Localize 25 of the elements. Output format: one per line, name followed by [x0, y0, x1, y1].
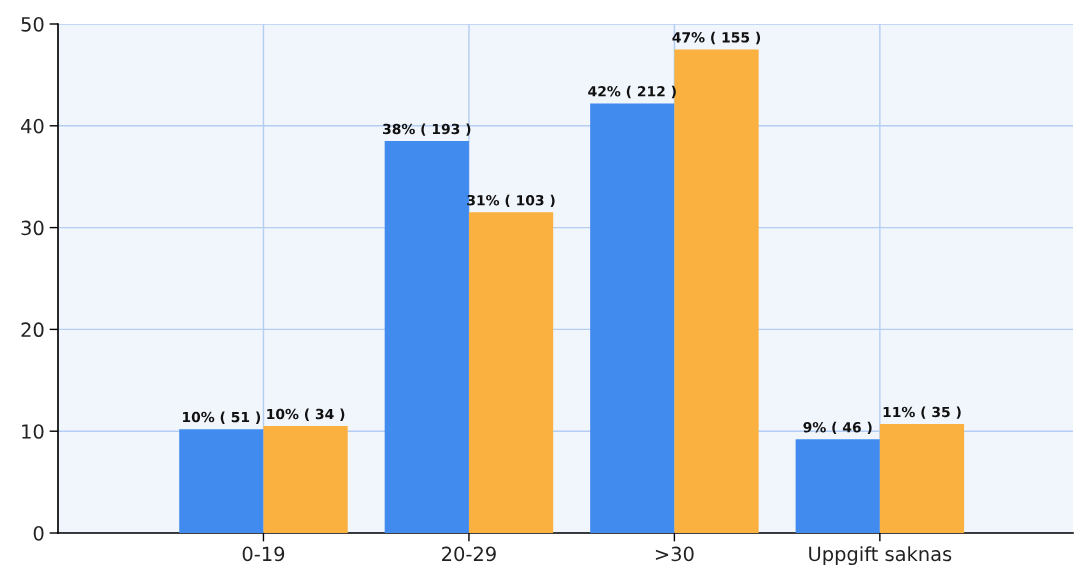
bar — [674, 49, 759, 533]
x-tick-label: Uppgift saknas — [809, 546, 952, 566]
data-label: 10% ( 34 ) — [267, 408, 345, 421]
bar — [879, 424, 965, 533]
bar — [795, 439, 880, 533]
x-tick-label: >30 — [655, 546, 694, 562]
y-tick-label: 30 — [21, 220, 44, 236]
data-label: 10% ( 51 ) — [183, 411, 261, 424]
y-tick-label: 50 — [21, 16, 44, 32]
data-label: 47% ( 155 ) — [672, 31, 761, 45]
bar — [590, 103, 675, 533]
data-label: 9% ( 46 ) — [803, 421, 872, 435]
y-tick-label: 20 — [21, 322, 44, 338]
bar — [263, 426, 348, 533]
data-label: 42% ( 212 ) — [588, 85, 676, 99]
y-tick-label: 40 — [21, 118, 44, 134]
y-tick-label: 0 — [33, 525, 44, 541]
data-label: 38% ( 193 ) — [383, 123, 471, 136]
bar — [468, 212, 554, 533]
bar — [179, 429, 264, 533]
y-tick-label: 10 — [22, 424, 44, 439]
bar — [384, 141, 469, 533]
x-tick-label: 0-19 — [242, 546, 285, 562]
x-tick-label: 20-29 — [442, 546, 496, 562]
data-label: 11% ( 35 ) — [883, 406, 961, 419]
